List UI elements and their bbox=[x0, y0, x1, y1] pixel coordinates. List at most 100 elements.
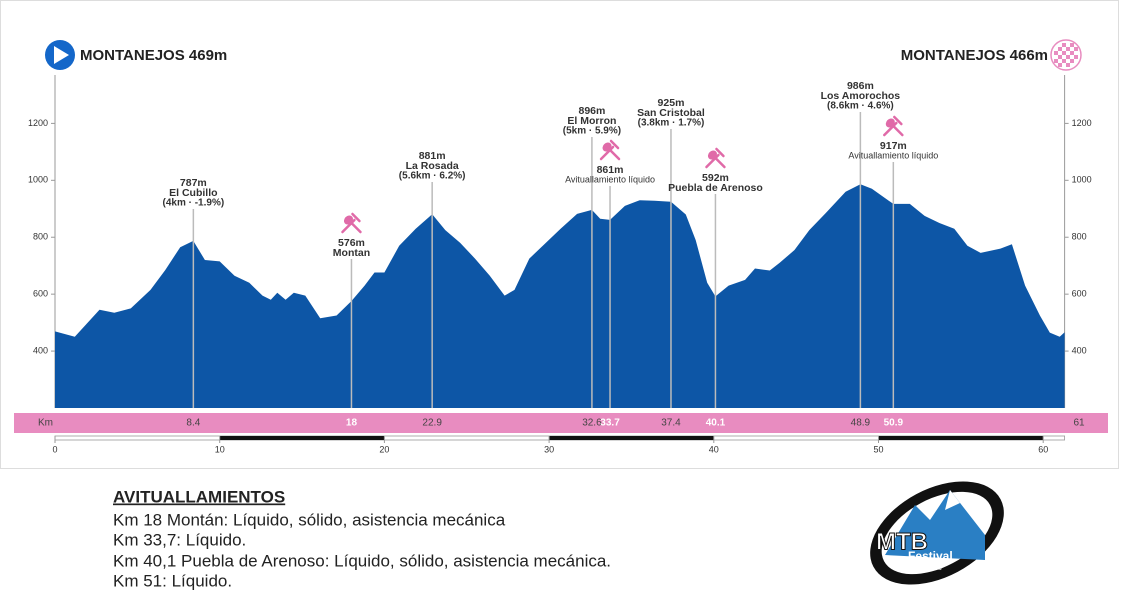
y2-tick-label: 1000 bbox=[1072, 175, 1092, 185]
km-bar bbox=[14, 413, 1108, 433]
x-tick-label: 50 bbox=[873, 444, 883, 454]
end-check bbox=[1066, 63, 1070, 67]
km-bar-value: 37.4 bbox=[661, 418, 681, 429]
km-bar-value: 33.7 bbox=[600, 418, 620, 429]
annotation-elevation: 917m bbox=[880, 140, 907, 152]
logo: MTB Festival Alto Mijares bbox=[870, 481, 1004, 585]
km-bar-value: 48.9 bbox=[851, 418, 871, 429]
end-check bbox=[1070, 51, 1074, 55]
end-check bbox=[1074, 55, 1078, 59]
end-check bbox=[1062, 43, 1066, 47]
annotation-name: Los Amorochos bbox=[821, 90, 901, 102]
x-tick-label: 0 bbox=[52, 444, 57, 454]
annotation-detail: (3.8km · 1.7%) bbox=[638, 118, 705, 129]
annotation-elevation: 787m bbox=[180, 177, 207, 189]
end-check bbox=[1074, 47, 1078, 51]
end-check bbox=[1054, 59, 1058, 63]
scale-segment bbox=[878, 436, 1044, 440]
annotation-name: San Cristobal bbox=[637, 107, 705, 119]
y2-tick-label: 800 bbox=[1072, 232, 1087, 242]
annotation-elevation: 576m bbox=[338, 237, 365, 249]
km-bar-end: 61 bbox=[1073, 418, 1085, 429]
notes-line: Km 33,7: Líquido. bbox=[113, 530, 246, 549]
feed-icon bbox=[883, 115, 904, 137]
y-tick-label: 600 bbox=[33, 289, 48, 299]
end-check bbox=[1058, 55, 1062, 59]
annotation-name: Puebla de Arenoso bbox=[668, 182, 763, 194]
y-tick-label: 1200 bbox=[28, 118, 48, 128]
y-tick-label: 800 bbox=[33, 232, 48, 242]
km-bar-value: 22.9 bbox=[422, 418, 442, 429]
end-check bbox=[1066, 55, 1070, 59]
annotation-elevation: 592m bbox=[702, 172, 729, 184]
x-tick-label: 30 bbox=[544, 444, 554, 454]
annotation-name: Montan bbox=[333, 247, 370, 259]
annotation-name: El Morron bbox=[567, 115, 616, 127]
annotation-detail: (8.6km · 4.6%) bbox=[827, 101, 894, 112]
km-bar-value: 18 bbox=[346, 418, 358, 429]
y-tick-label: 1000 bbox=[28, 175, 48, 185]
end-check bbox=[1058, 63, 1062, 67]
annotation-name: La Rosada bbox=[406, 160, 459, 172]
logo-sub: Festival bbox=[908, 549, 953, 563]
end-check bbox=[1062, 51, 1066, 55]
end-check bbox=[1070, 59, 1074, 63]
x-tick-label: 10 bbox=[215, 444, 225, 454]
x-tick-label: 60 bbox=[1038, 444, 1048, 454]
annotation-name: Avituallamiento líquido bbox=[848, 150, 938, 160]
logo-main: MTB bbox=[876, 528, 928, 555]
end-check bbox=[1058, 47, 1062, 51]
feed-spoon-handle bbox=[714, 156, 726, 169]
annotation-name: El Cubillo bbox=[169, 187, 217, 199]
start-label: MONTANEJOS 469m bbox=[80, 47, 227, 64]
annotation-elevation: 896m bbox=[578, 105, 605, 117]
x-tick-label: 20 bbox=[379, 444, 389, 454]
feed-icon bbox=[599, 139, 621, 161]
end-check bbox=[1062, 59, 1066, 63]
feed-spoon-handle bbox=[350, 221, 362, 234]
annotation-detail: (5.6km · 6.2%) bbox=[399, 171, 466, 182]
feed-fork bbox=[599, 139, 620, 161]
start-arrow bbox=[54, 46, 69, 64]
notes-line: Km 51: Líquido. bbox=[113, 571, 232, 590]
annotation-elevation: 925m bbox=[658, 97, 685, 109]
annotation-elevation: 881m bbox=[419, 150, 446, 162]
feed-fork bbox=[883, 115, 903, 137]
end-icon bbox=[1050, 39, 1082, 71]
notes-line: Km 18 Montán: Líquido, sólido, asistenci… bbox=[113, 510, 506, 529]
km-bar-value: 32.6 bbox=[582, 418, 602, 429]
end-check bbox=[1054, 51, 1058, 55]
annotation-detail: (4km · -1.9%) bbox=[163, 198, 225, 209]
elevation-area bbox=[55, 184, 1065, 408]
y2-tick-label: 1200 bbox=[1072, 118, 1092, 128]
y-tick-label: 400 bbox=[33, 345, 48, 355]
scale-segment bbox=[219, 436, 385, 440]
scale-segment bbox=[549, 436, 714, 440]
km-bar-label: Km bbox=[38, 418, 53, 429]
km-bar-value: 50.9 bbox=[884, 418, 904, 429]
feed-spoon-handle bbox=[892, 124, 904, 137]
feed-icon bbox=[341, 212, 362, 234]
feed-spoon-handle bbox=[608, 148, 621, 161]
y2-tick-label: 400 bbox=[1072, 345, 1087, 355]
end-label: MONTANEJOS 466m bbox=[901, 47, 1048, 64]
km-bar-value: 40.1 bbox=[706, 418, 726, 429]
end-check bbox=[1066, 47, 1070, 51]
km-bar-value: 8.4 bbox=[186, 418, 200, 429]
end-check bbox=[1070, 43, 1074, 47]
y2-tick-label: 600 bbox=[1072, 289, 1087, 299]
notes-line: Km 40,1 Puebla de Arenoso: Líquido, sóli… bbox=[113, 551, 611, 570]
annotation-detail: (5km · 5.9%) bbox=[563, 126, 621, 137]
annotation-elevation: 861m bbox=[597, 164, 624, 176]
notes-title: AVITUALLAMIENTOS bbox=[113, 487, 285, 506]
feed-icon bbox=[705, 147, 726, 169]
feed-fork bbox=[705, 147, 725, 169]
annotation-name: Avituallamiento líquido bbox=[565, 174, 655, 184]
annotation-elevation: 986m bbox=[847, 80, 874, 92]
x-tick-label: 40 bbox=[709, 444, 719, 454]
feed-fork bbox=[341, 212, 361, 234]
logo-place: Alto Mijares bbox=[905, 565, 942, 572]
